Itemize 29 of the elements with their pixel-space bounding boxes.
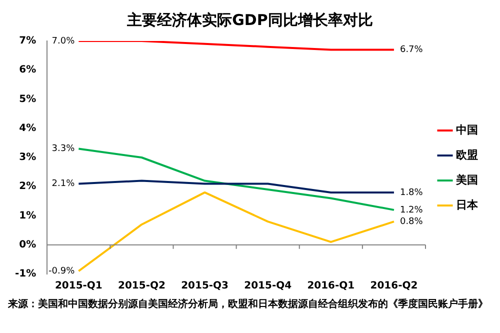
y-tick-label: 4% <box>19 122 36 134</box>
y-tick-label: 1% <box>19 210 36 222</box>
legend-label: 中国 <box>456 123 478 136</box>
y-tick-label: 5% <box>19 94 36 105</box>
legend-label: 欧盟 <box>456 148 478 162</box>
y-tick-label: 0% <box>19 239 36 250</box>
data-label: 6.7% <box>400 45 424 56</box>
data-label: 1.8% <box>400 188 424 198</box>
x-tick-label: 2015-Q3 <box>181 280 229 292</box>
legend-label: 日本 <box>456 198 479 212</box>
source-note: 来源：美国和中国数据分别源自美国经济分析局，欧盟和日本数据源自经合组织发布的《季度国民账户手册》 <box>8 298 489 311</box>
y-tick-label: 3% <box>19 152 36 164</box>
chart-title: 主要经济体实际GDP同比增长率对比 <box>126 10 374 31</box>
data-label: 3.3% <box>52 144 76 154</box>
x-tick-label: 2015-Q4 <box>244 280 292 292</box>
y-tick-label: 7% <box>19 36 36 47</box>
x-tick-label: 2015-Q2 <box>118 280 166 292</box>
x-tick-label: 2016-Q1 <box>307 280 355 292</box>
data-label: 2.1% <box>52 179 76 190</box>
data-label: 7.0% <box>52 36 76 46</box>
y-tick-label: 6% <box>19 64 36 76</box>
y-tick-label: -1% <box>14 268 36 280</box>
data-label: 0.8% <box>400 216 424 227</box>
x-tick-label: 2015-Q1 <box>54 280 102 292</box>
x-tick-label: 2016-Q2 <box>370 280 418 292</box>
data-label: -0.9% <box>48 266 76 276</box>
legend-label: 美国 <box>455 173 478 186</box>
data-label: 1.2% <box>400 205 424 216</box>
y-tick-label: 2% <box>19 181 36 192</box>
